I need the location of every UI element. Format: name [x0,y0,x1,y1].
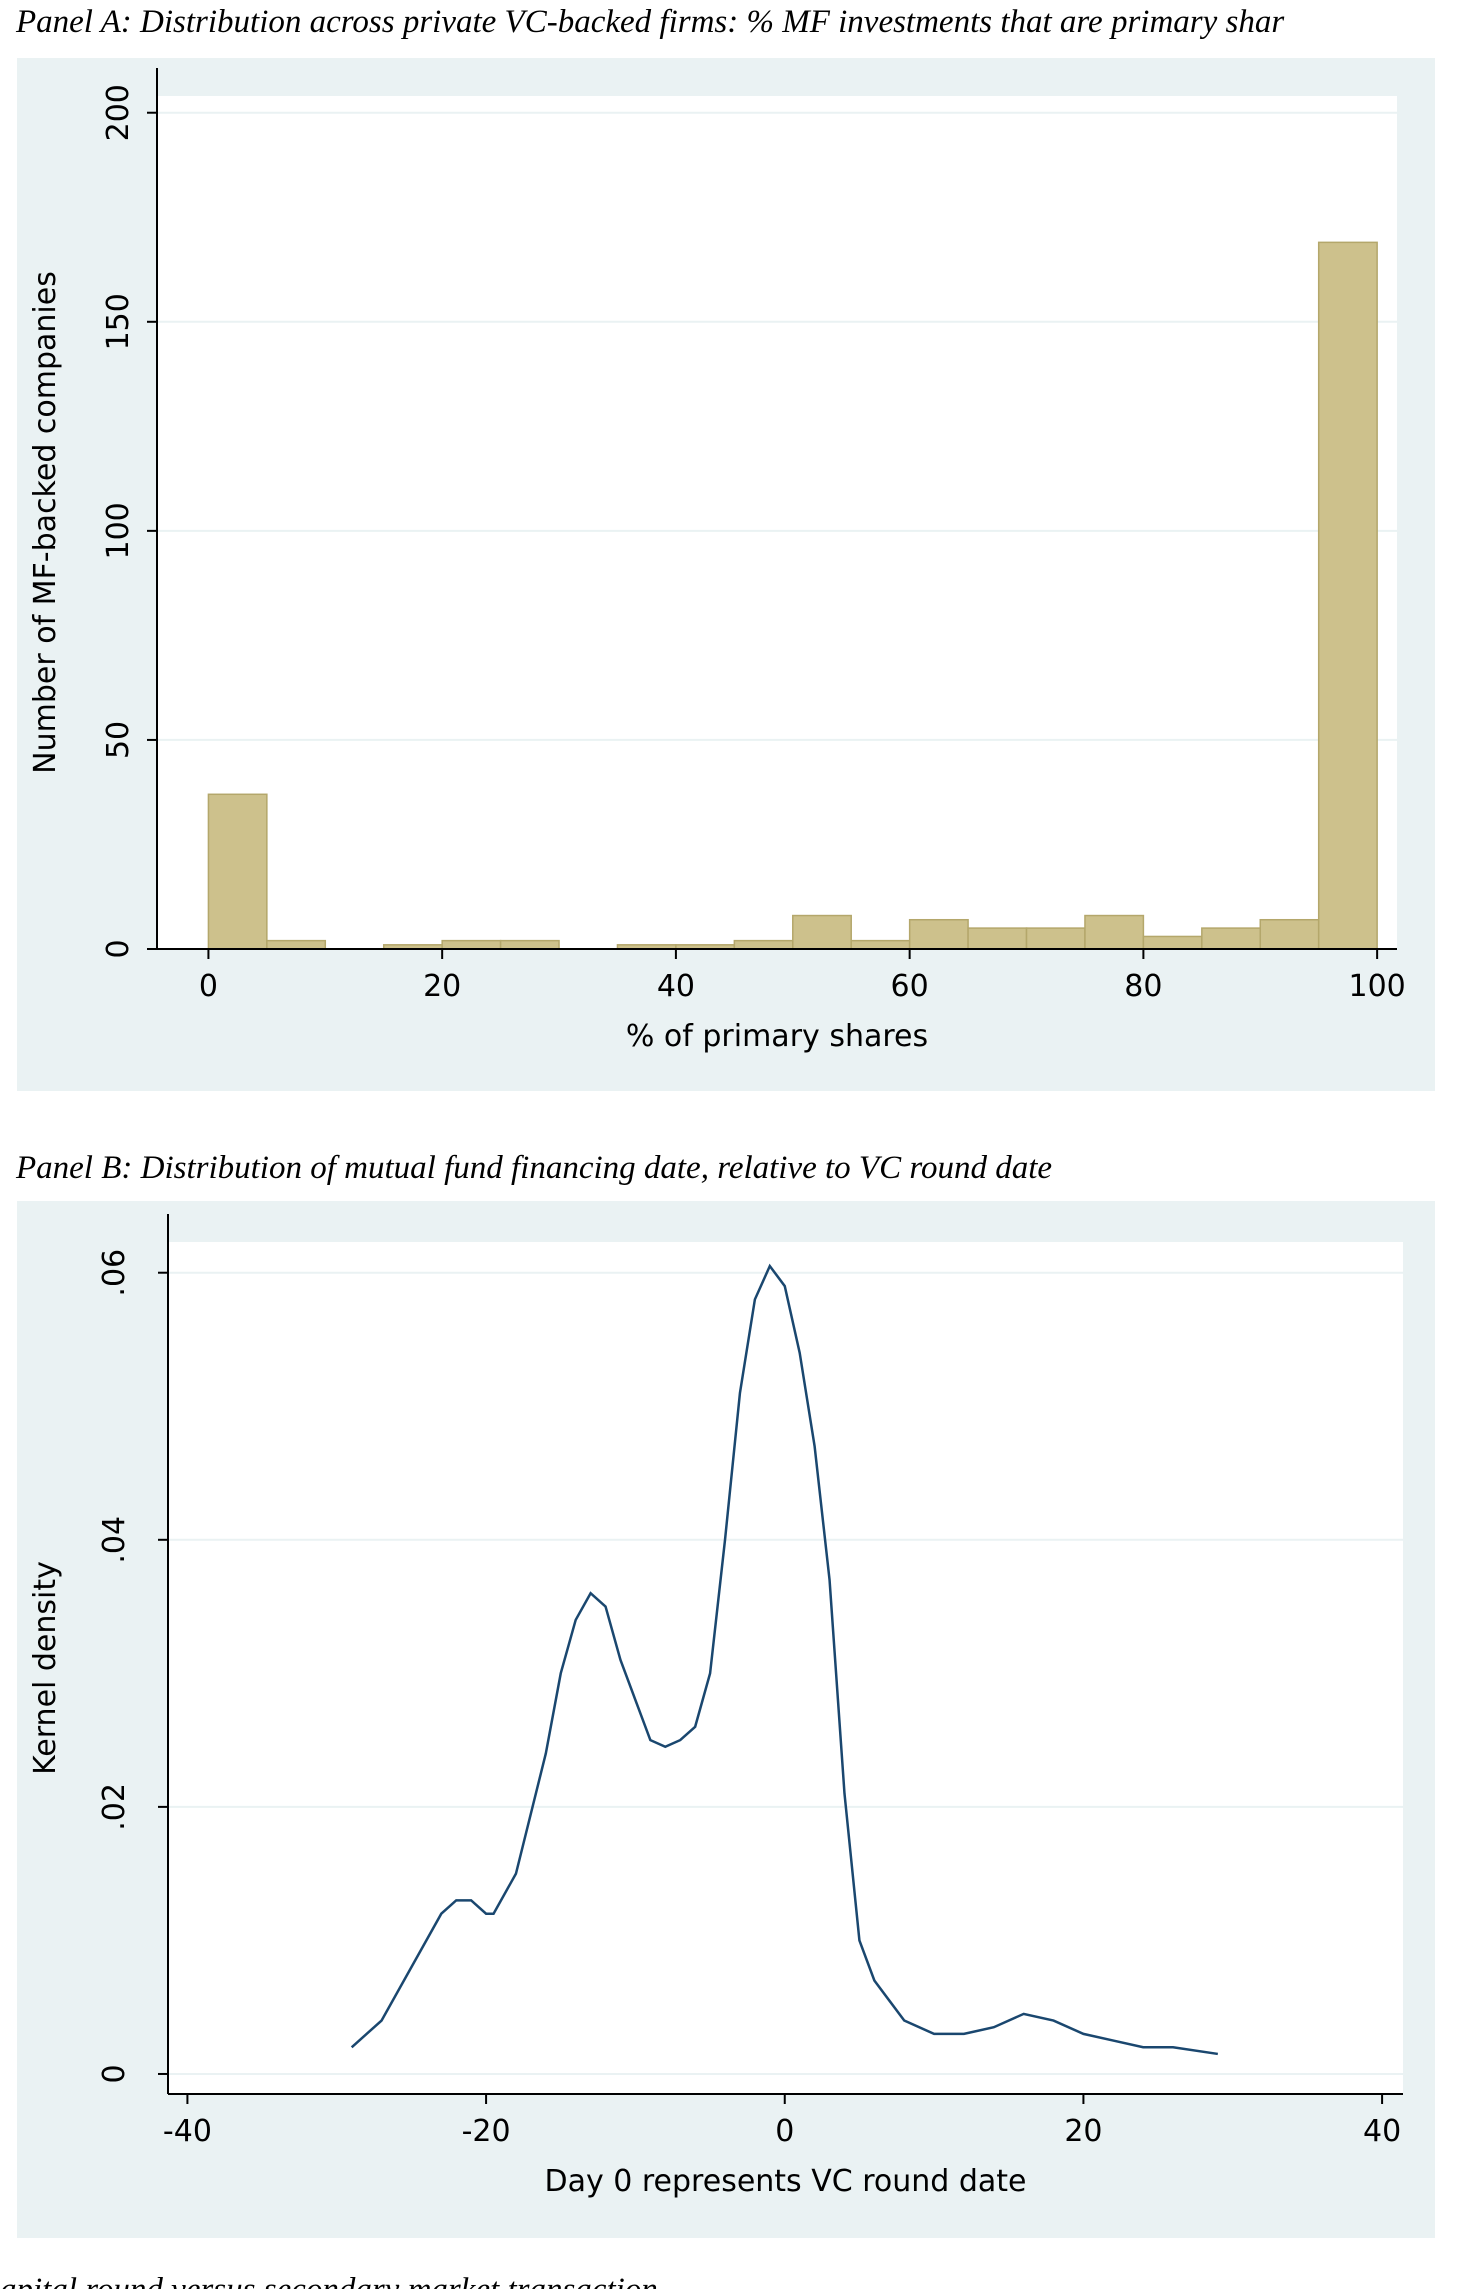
y-tick-label: 0 [97,2064,132,2083]
y-tick-label: .06 [97,1249,132,1297]
y-tick-label: .02 [97,1783,132,1831]
panel-title: Panel A: Distribution across private VC-… [15,4,1284,40]
plot-area [168,1242,1403,2094]
bar [207,793,268,950]
y-tick-label: 50 [101,721,136,759]
x-axis-title: % of primary shares [626,1019,928,1054]
x-tick-label: -20 [462,2114,511,2149]
y-axis-title: Kernel density [28,1561,63,1775]
x-tick-label: 40 [657,969,695,1004]
y-tick-label: .04 [97,1516,132,1564]
x-tick-label: 80 [1124,969,1162,1004]
y-tick-label: 150 [101,293,136,350]
x-tick-label: -40 [163,2114,212,2149]
x-tick-label: 0 [199,969,218,1004]
bar [1317,241,1378,950]
caption: apital round versus secondary market tra… [0,2272,658,2289]
bar [733,939,794,950]
y-axis-title: Number of MF-backed companies [28,271,63,774]
bar [967,927,1028,950]
bar [1201,927,1262,950]
bar [266,939,327,950]
bar [1025,927,1086,950]
x-tick-label: 0 [775,2114,794,2149]
bar [850,939,911,950]
x-tick-label: 60 [891,969,929,1004]
bar [1142,935,1203,950]
y-tick-label: 0 [101,939,136,958]
x-tick-label: 20 [1064,2114,1102,2149]
bar [792,914,852,950]
y-tick-label: 100 [101,502,136,559]
bar [1084,914,1145,950]
bar [1259,918,1320,950]
bar [908,918,969,950]
x-axis-title: Day 0 represents VC round date [544,2164,1026,2199]
x-tick-label: 40 [1363,2114,1401,2149]
bar [499,939,560,950]
plot-area [157,96,1397,949]
x-tick-label: 20 [423,969,461,1004]
x-tick-label: 100 [1348,969,1405,1004]
bar [441,939,502,950]
density-line [350,1263,1219,2056]
panel-title: Panel B: Distribution of mutual fund fin… [15,1150,1052,1186]
y-tick-label: 200 [101,84,136,141]
